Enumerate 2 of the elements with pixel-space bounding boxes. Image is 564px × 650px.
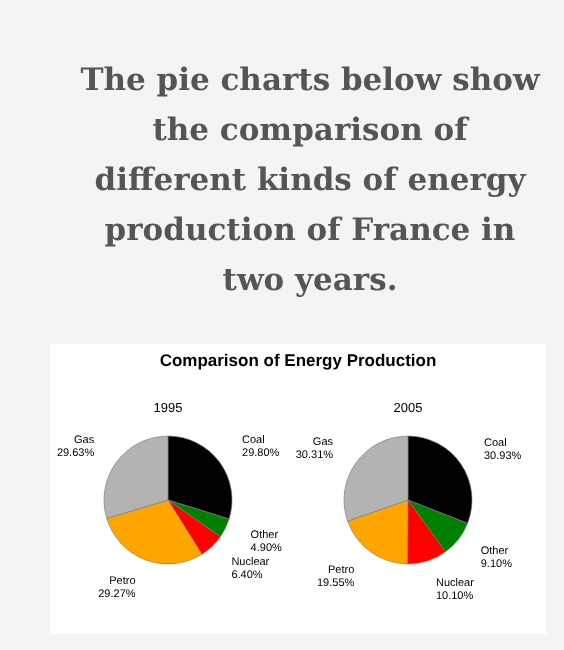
text: Comparison of Energy Production (159, 350, 437, 370)
text: The pie charts below show the comparison of different kinds of energy production of France in two years. (80, 60, 541, 298)
